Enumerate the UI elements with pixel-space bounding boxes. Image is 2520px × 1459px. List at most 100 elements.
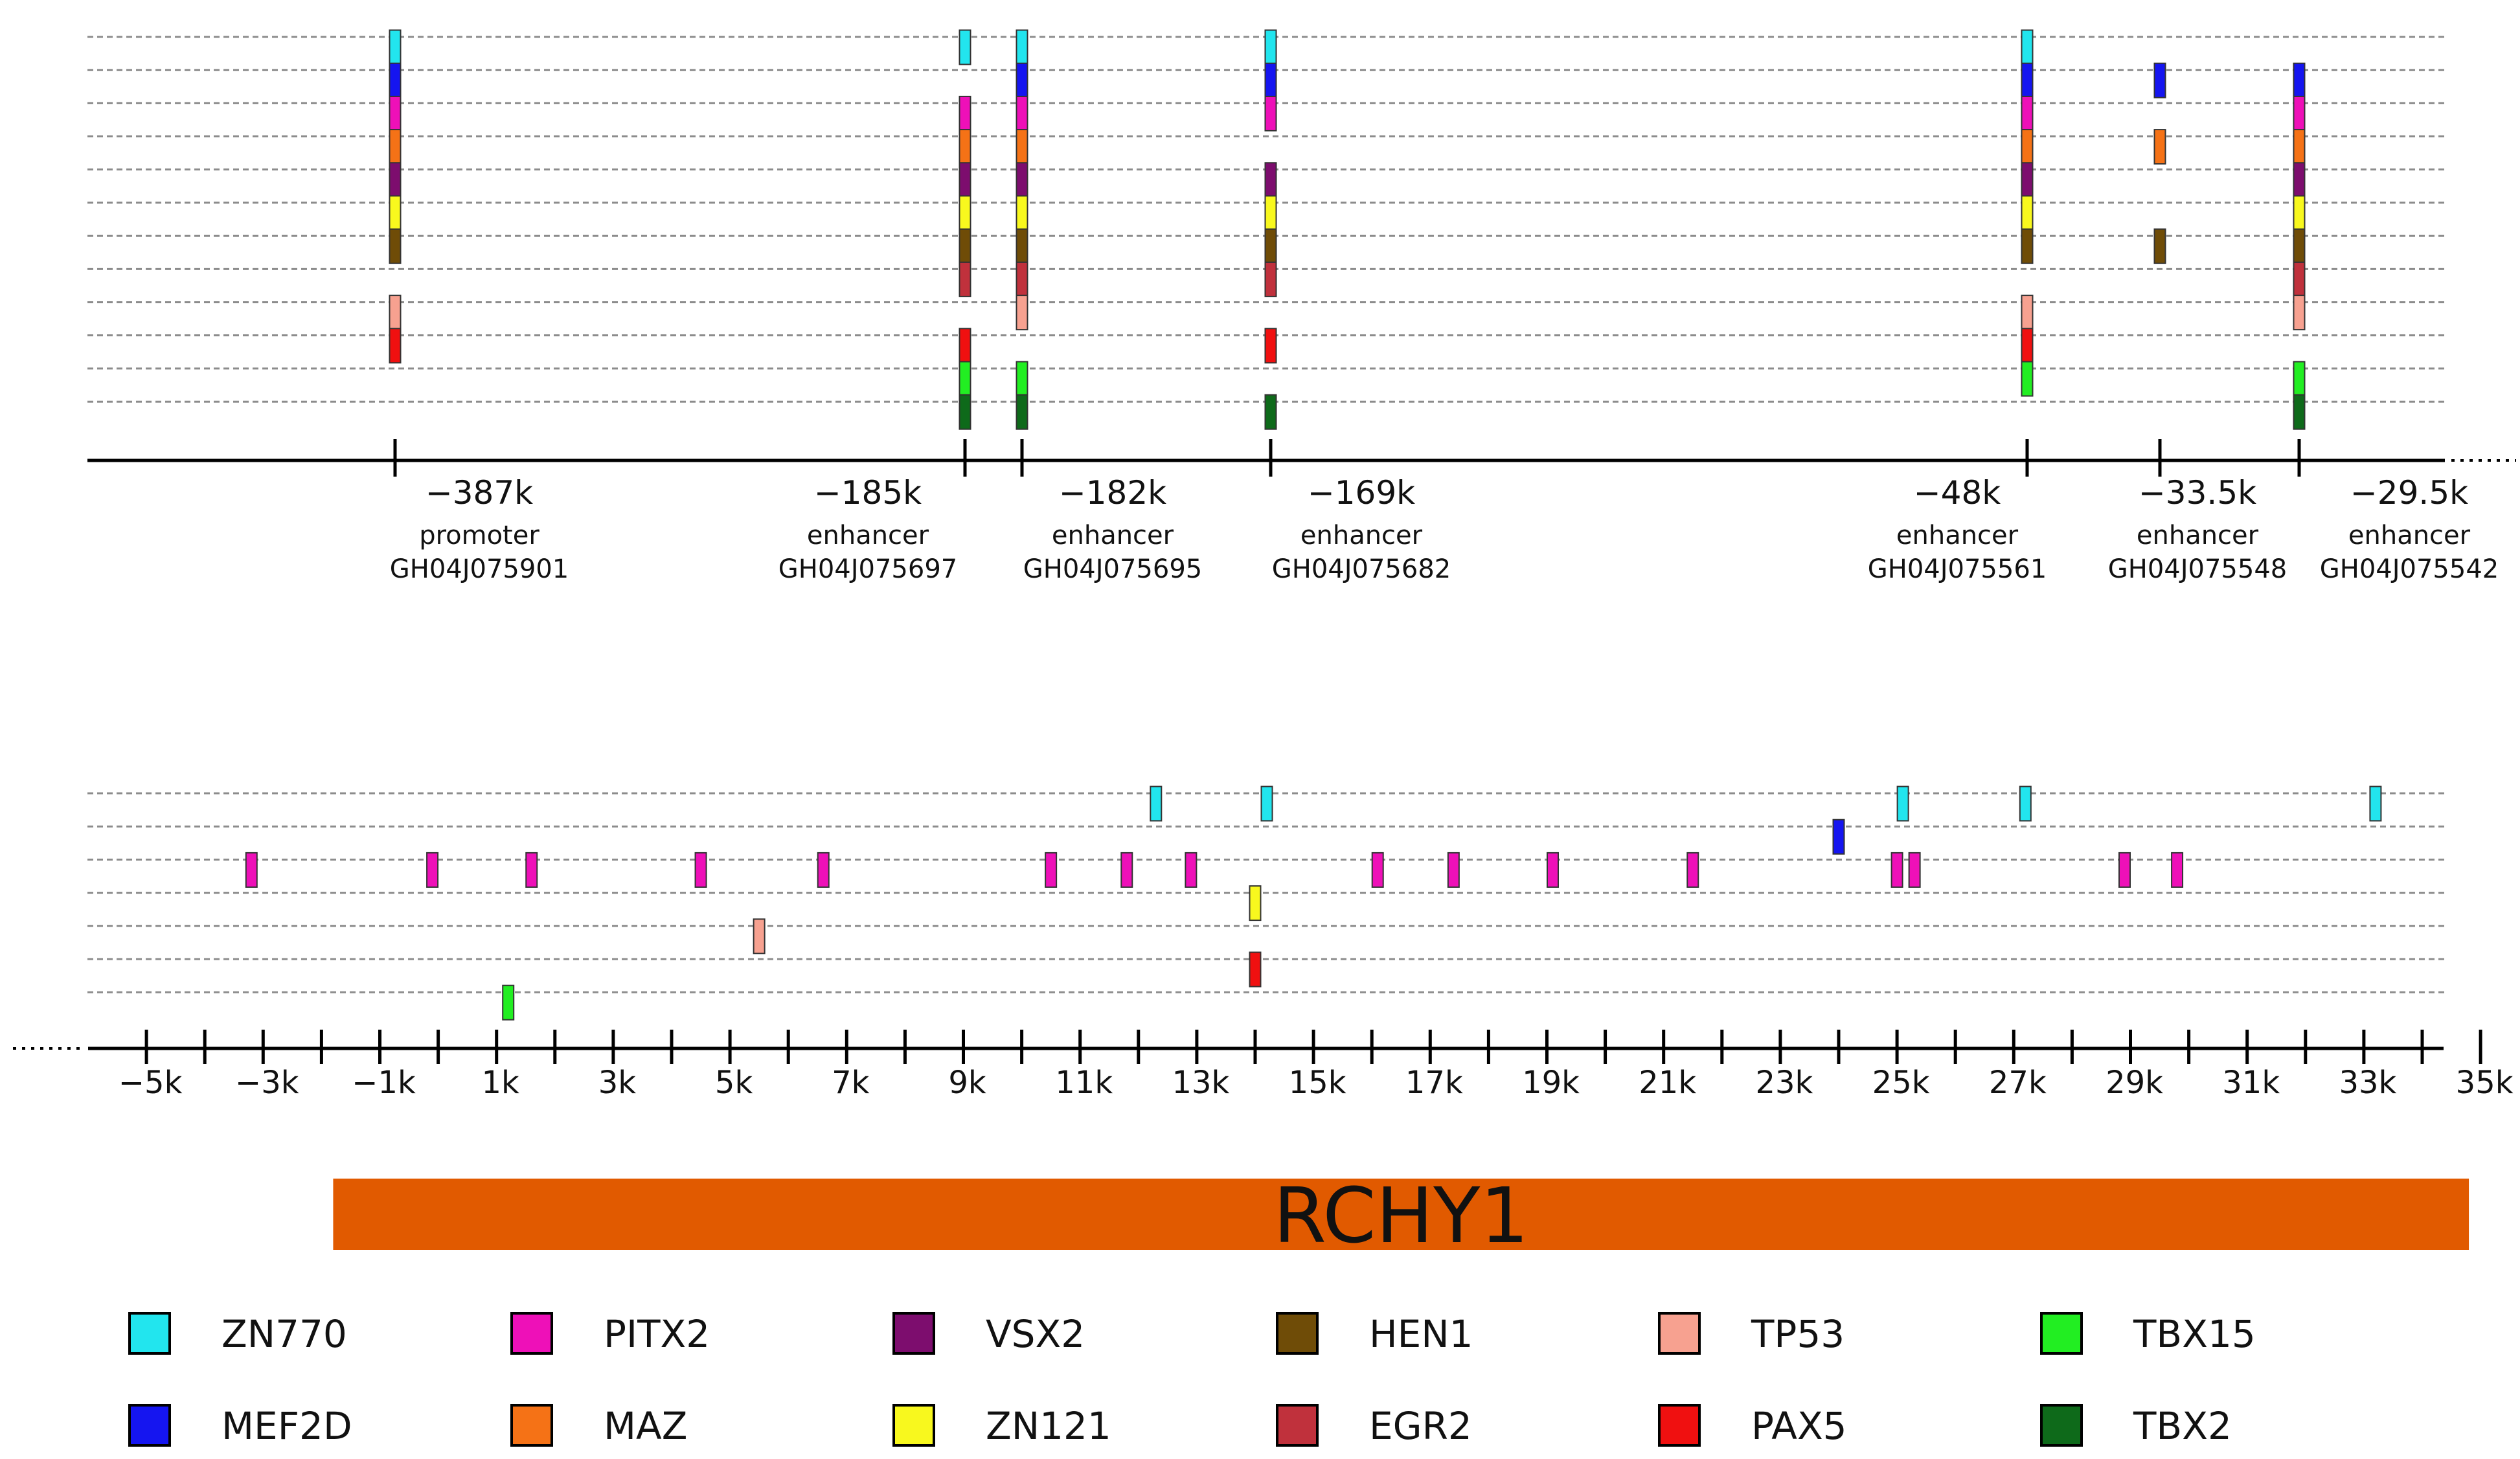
legend-swatch-pax5 [1658,1404,1701,1447]
upstream-site-pitx2 [2021,95,2034,131]
gene-axis-label: 29k [2106,1065,2163,1101]
element-id-label: GH04J075901 [390,554,569,584]
gene-bar: RCHY1 [333,1171,2469,1260]
upstream-site-zn770 [389,29,402,65]
legend-swatch-tp53 [1658,1312,1701,1355]
gene-axis-label: 21k [1639,1065,1696,1101]
upstream-site-zn121 [1264,195,1277,231]
legend-swatch-mef2d [128,1404,171,1447]
upstream-site-tbx15 [2021,361,2034,397]
gene-site-pitx2 [1185,852,1198,888]
gene-name: RCHY1 [1273,1171,1528,1260]
gene-site-pitx2 [694,852,707,888]
gene-axis-label: 1k [482,1065,520,1101]
upstream-site-hen1 [1264,228,1277,264]
legend-swatch-hen1 [1276,1312,1319,1355]
legend-label-zn121: ZN121 [986,1404,1111,1448]
gene-site-pitx2 [426,852,439,888]
upstream-site-zn121 [959,195,971,231]
legend-swatch-zn121 [892,1404,935,1447]
gene-axis-label: 15k [1289,1065,1346,1101]
upstream-site-mef2d [2293,62,2306,98]
upstream-site-mef2d [1016,62,1028,98]
upstream-site-egr2 [2293,261,2306,297]
gene-axis-label: 23k [1755,1065,1813,1101]
gene-site-mef2d [1832,819,1845,855]
legend-label-egr2: EGR2 [1369,1404,1472,1448]
upstream-site-tbx15 [2293,361,2306,397]
upstream-site-pax5 [959,328,971,364]
gene-site-pitx2 [1120,852,1133,888]
legend-label-mef2d: MEF2D [221,1404,352,1448]
element-kind-label: enhancer [1052,521,1174,550]
element-id-label: GH04J075697 [778,554,957,584]
upstream-site-hen1 [2293,228,2306,264]
gene-site-pitx2 [817,852,830,888]
upstream-site-maz [959,129,971,165]
gene-axis-label: 11k [1055,1065,1113,1101]
upstream-site-tp53 [389,295,402,331]
legend-swatch-tbx2 [2040,1404,2083,1447]
element-id-label: GH04J075561 [1868,554,2047,584]
legend-swatch-tbx15 [2040,1312,2083,1355]
gene-site-zn770 [2019,786,2032,822]
upstream-site-zn770 [959,29,971,65]
gene-site-pitx2 [1908,852,1921,888]
upstream-site-vsx2 [2021,162,2034,198]
upstream-site-vsx2 [959,162,971,198]
gene-axis-label: −3k [235,1065,299,1101]
upstream-site-pax5 [2021,328,2034,364]
gene-axis-label: 5k [715,1065,753,1101]
gene-site-pitx2 [1686,852,1699,888]
legend-label-pax5: PAX5 [1751,1404,1847,1448]
upstream-site-vsx2 [2293,162,2306,198]
gene-site-pitx2 [1371,852,1384,888]
gene-site-zn770 [2369,786,2382,822]
legend-label-maz: MAZ [604,1404,687,1448]
gene-axis-label: 13k [1172,1065,1229,1101]
upstream-site-tbx2 [2293,394,2306,430]
upstream-site-pitx2 [389,95,402,131]
upstream-site-zn121 [2293,195,2306,231]
upstream-site-pitx2 [1016,95,1028,131]
gene-site-pitx2 [2171,852,2184,888]
element-position-label: −387k [426,474,533,512]
upstream-site-pitx2 [1264,95,1277,131]
upstream-site-hen1 [959,228,971,264]
gene-site-tp53 [753,918,766,955]
gene-body-bar [333,1179,2469,1250]
upstream-site-hen1 [1016,228,1028,264]
gene-axis-label: 3k [598,1065,637,1101]
gene-site-pax5 [1249,951,1262,988]
gene-axis-label: 33k [2339,1065,2396,1101]
element-position-label: −48k [1914,474,2001,512]
upstream-site-tp53 [1016,295,1028,331]
upstream-site-mef2d [389,62,402,98]
gene-axis-label: −1k [352,1065,416,1101]
legend-label-tbx2: TBX2 [2133,1404,2232,1448]
gene-axis-label: 7k [832,1065,870,1101]
legend-swatch-zn770 [128,1312,171,1355]
legend-swatch-pitx2 [510,1312,553,1355]
gene-axis-label: −5k [119,1065,183,1101]
element-kind-label: enhancer [2137,521,2259,550]
gene-axis-label: 25k [1872,1065,1930,1101]
upstream-site-hen1 [2153,228,2166,264]
upstream-site-maz [2021,129,2034,165]
legend-label-tbx15: TBX15 [2133,1312,2256,1356]
upstream-site-maz [2153,129,2166,165]
element-position-label: −169k [1308,474,1415,512]
legend-label-hen1: HEN1 [1369,1312,1473,1356]
upstream-site-vsx2 [1264,162,1277,198]
element-position-label: −33.5k [2139,474,2256,512]
gene-axis-label: 31k [2222,1065,2280,1101]
element-id-label: GH04J075682 [1272,554,1451,584]
element-id-label: GH04J075548 [2108,554,2287,584]
legend-label-tp53: TP53 [1751,1312,1845,1356]
gene-site-pitx2 [2118,852,2131,888]
upstream-site-egr2 [1016,261,1028,297]
gene-site-pitx2 [525,852,538,888]
gene-site-pitx2 [1447,852,1460,888]
legend: ZN770 PITX2 VSX2 HEN1 TP53 TBX15 MEF2D MAZ ZN121… [128,1312,2256,1448]
